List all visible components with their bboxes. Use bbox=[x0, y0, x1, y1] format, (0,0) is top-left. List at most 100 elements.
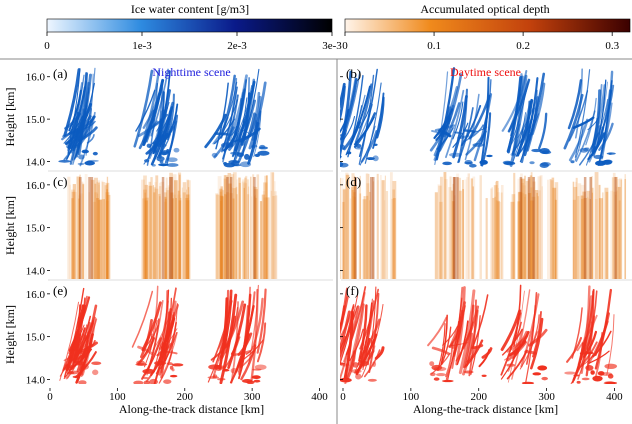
x-tick-label: 400 bbox=[311, 391, 328, 403]
optical-depth-streak bbox=[232, 172, 237, 279]
mask-streak bbox=[345, 286, 367, 356]
mask-streak bbox=[594, 288, 613, 370]
ice-streak bbox=[452, 94, 468, 159]
optical-depth-streak bbox=[518, 191, 523, 279]
ice-streak bbox=[519, 119, 532, 163]
optical-depth-streak bbox=[616, 190, 618, 279]
ice-streak bbox=[133, 69, 154, 148]
optical-depth-streak bbox=[554, 198, 557, 279]
optical-depth-streak bbox=[437, 184, 440, 279]
optical-depth-streak bbox=[93, 201, 96, 279]
optical-depth-streak bbox=[368, 191, 371, 279]
optical-depth-streak bbox=[465, 177, 469, 279]
ice-streak bbox=[68, 89, 82, 132]
optical-depth-streak bbox=[75, 192, 77, 279]
ice-patch bbox=[151, 163, 156, 167]
ice-streak bbox=[372, 92, 385, 149]
optical-depth-streak bbox=[261, 194, 266, 279]
optical-depth-streak bbox=[158, 186, 162, 279]
optical-depth-streak bbox=[380, 175, 382, 279]
optical-depth-streak bbox=[451, 201, 455, 279]
optical-depth-streak bbox=[248, 186, 250, 279]
optical-depth-streak bbox=[101, 182, 106, 279]
mask-streak bbox=[65, 353, 79, 367]
optical-depth-streak bbox=[186, 194, 190, 279]
optical-depth-streak bbox=[457, 177, 461, 279]
optical-depth-streak bbox=[71, 191, 76, 279]
mask-streak bbox=[446, 297, 463, 382]
optical-depth-streak bbox=[439, 176, 443, 279]
mask-streak bbox=[344, 291, 366, 384]
colorbar-od-title: Accumulated optical depth bbox=[420, 2, 549, 16]
optical-depth-core bbox=[354, 177, 357, 279]
mask-patch bbox=[585, 365, 594, 371]
optical-depth-streak bbox=[528, 192, 532, 279]
optical-depth-streak bbox=[519, 178, 523, 279]
optical-depth-streak bbox=[479, 175, 482, 279]
optical-depth-streak bbox=[253, 187, 258, 279]
ice-streak bbox=[135, 89, 156, 132]
optical-depth-streak bbox=[144, 200, 148, 279]
optical-depth-streak bbox=[77, 198, 80, 279]
optical-depth-streak bbox=[573, 181, 578, 279]
mask-streak bbox=[470, 315, 481, 375]
optical-depth-streak bbox=[177, 190, 180, 279]
optical-depth-streak bbox=[594, 172, 599, 279]
optical-depth-streak bbox=[226, 192, 229, 279]
optical-depth-streak bbox=[165, 177, 168, 279]
mask-streak bbox=[164, 321, 177, 362]
ice-patch bbox=[244, 153, 250, 160]
ice-patch bbox=[251, 144, 258, 148]
ice-patch bbox=[173, 147, 180, 153]
ice-streak bbox=[452, 122, 469, 148]
ice-patch bbox=[593, 145, 597, 152]
optical-depth-streak bbox=[143, 175, 147, 279]
ice-streak bbox=[433, 108, 454, 140]
ice-streak bbox=[480, 76, 490, 167]
mask-patch bbox=[169, 365, 174, 370]
ice-patch bbox=[601, 159, 613, 165]
optical-depth-streak bbox=[536, 192, 538, 279]
optical-depth-streak bbox=[143, 189, 147, 279]
optical-depth-streak bbox=[94, 183, 97, 279]
ice-patch bbox=[87, 159, 99, 162]
ice-streak bbox=[509, 74, 528, 167]
optical-depth-streak bbox=[598, 184, 601, 279]
optical-depth-streak bbox=[187, 200, 190, 279]
optical-depth-streak bbox=[438, 185, 442, 279]
optical-depth-streak bbox=[97, 180, 101, 279]
mask-streak bbox=[131, 290, 154, 348]
panel-c bbox=[67, 172, 278, 279]
mask-patch bbox=[166, 362, 173, 366]
optical-depth-streak bbox=[448, 187, 452, 279]
mask-patch bbox=[217, 377, 226, 381]
mask-patch bbox=[326, 378, 335, 383]
mask-patch bbox=[207, 376, 220, 379]
mask-streak bbox=[70, 316, 80, 361]
optical-depth-streak bbox=[353, 175, 356, 279]
optical-depth-streak bbox=[220, 190, 222, 279]
optical-depth-streak bbox=[340, 178, 344, 279]
optical-depth-streak bbox=[241, 181, 246, 279]
optical-depth-streak bbox=[602, 192, 604, 279]
optical-depth-streak bbox=[232, 188, 237, 279]
optical-depth-streak bbox=[272, 195, 275, 279]
ice-streak bbox=[434, 71, 449, 166]
mask-patch bbox=[590, 370, 595, 375]
optical-depth-core bbox=[226, 177, 229, 279]
optical-depth-streak bbox=[252, 186, 256, 279]
optical-depth-streak bbox=[490, 188, 493, 279]
optical-depth-streak bbox=[265, 181, 268, 279]
optical-depth-streak bbox=[376, 173, 379, 279]
mask-streak bbox=[427, 316, 448, 347]
optical-depth-streak bbox=[263, 182, 267, 279]
panel-d bbox=[340, 172, 627, 279]
optical-depth-streak bbox=[497, 201, 502, 279]
mask-streak bbox=[73, 327, 86, 351]
optical-depth-streak bbox=[572, 181, 574, 279]
mask-patch bbox=[91, 361, 102, 366]
mask-patch bbox=[68, 370, 80, 375]
mask-patch bbox=[604, 381, 618, 384]
optical-depth-streak bbox=[439, 201, 443, 279]
ice-patch bbox=[223, 161, 228, 165]
